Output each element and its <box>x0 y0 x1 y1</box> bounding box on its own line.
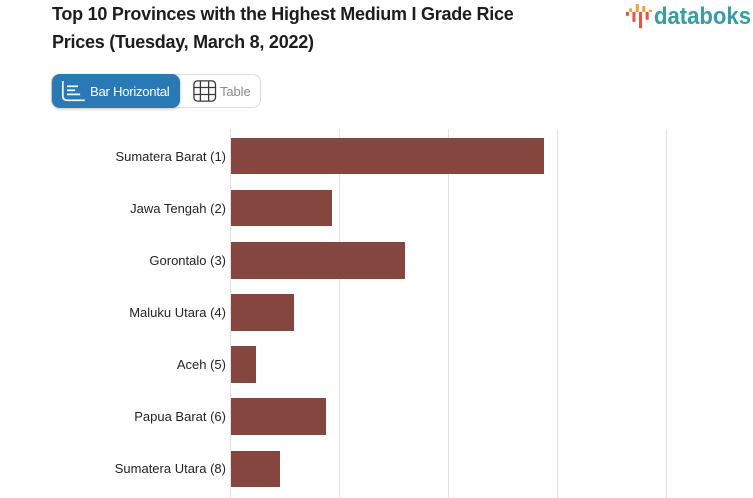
svg-text:databoks: databoks <box>654 3 751 30</box>
